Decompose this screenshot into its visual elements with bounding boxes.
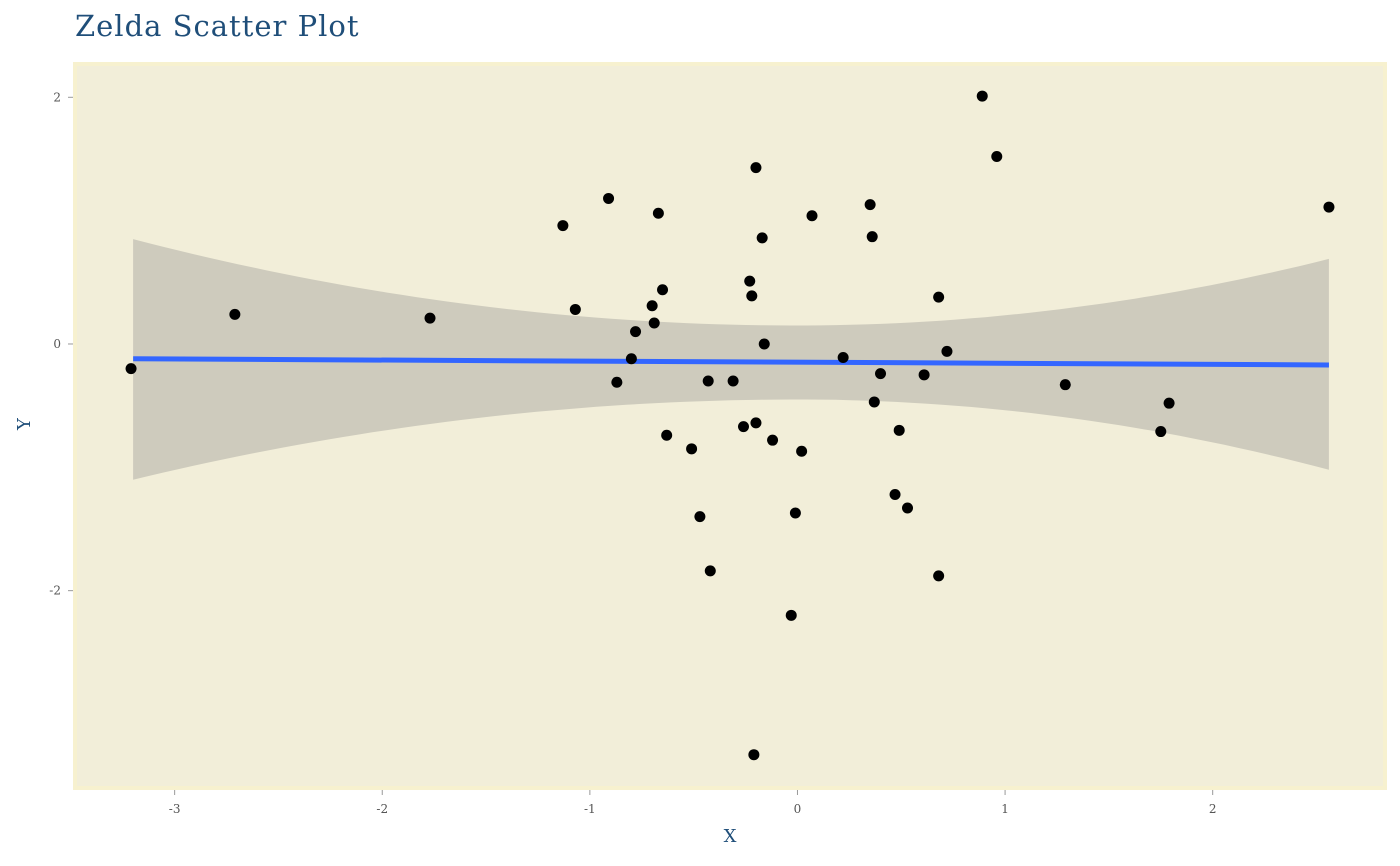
- data-point-28: [785, 609, 797, 621]
- data-point-23: [750, 417, 762, 429]
- x-axis-title: X: [724, 826, 737, 847]
- x-tick-label-4: 1: [1001, 802, 1009, 816]
- data-point-44: [976, 90, 988, 102]
- data-point-26: [758, 338, 770, 350]
- data-point-35: [868, 396, 880, 408]
- data-point-47: [1155, 426, 1167, 438]
- x-axis: -3 -2 -1 0 1 2: [169, 790, 1217, 816]
- data-point-37: [889, 488, 901, 500]
- data-point-32: [837, 352, 849, 364]
- data-point-31: [806, 210, 818, 222]
- y-axis-title: Y: [14, 417, 35, 431]
- data-point-12: [657, 284, 669, 296]
- data-point-29: [789, 507, 801, 519]
- data-point-25: [756, 232, 768, 244]
- x-tick-label-3: 0: [794, 802, 802, 816]
- y-tick-label-0: -2: [49, 584, 61, 598]
- data-point-21: [746, 290, 758, 302]
- data-point-7: [625, 353, 637, 365]
- y-tick-label-2: 2: [53, 90, 61, 104]
- data-point-5: [603, 192, 615, 204]
- data-point-40: [918, 369, 930, 381]
- data-point-34: [866, 231, 878, 243]
- data-point-3: [557, 220, 569, 232]
- data-point-17: [704, 565, 716, 577]
- points-layer: [125, 90, 1335, 761]
- y-axis: -2 0 2: [49, 90, 73, 598]
- data-point-36: [875, 368, 887, 380]
- data-point-1: [229, 308, 241, 320]
- data-point-39: [902, 502, 914, 514]
- data-point-6: [611, 376, 623, 388]
- data-point-41: [933, 291, 945, 303]
- y-tick-label-1: 0: [53, 337, 61, 351]
- data-point-22: [748, 749, 760, 761]
- data-point-19: [737, 421, 749, 433]
- data-point-15: [694, 511, 706, 523]
- data-point-11: [652, 207, 664, 219]
- data-point-8: [630, 326, 642, 338]
- data-point-18: [727, 375, 739, 387]
- data-point-10: [648, 317, 660, 329]
- data-point-30: [796, 445, 808, 457]
- x-tick-label-0: -3: [169, 802, 181, 816]
- data-point-16: [702, 375, 714, 387]
- regression-line-layer: [133, 356, 1329, 368]
- data-point-27: [767, 434, 779, 446]
- data-point-45: [991, 151, 1003, 163]
- x-tick-label-5: 2: [1209, 802, 1217, 816]
- data-point-9: [646, 300, 658, 312]
- data-point-43: [941, 345, 953, 357]
- data-point-42: [933, 570, 945, 582]
- data-point-2: [424, 312, 436, 324]
- data-point-20: [744, 275, 756, 287]
- data-point-4: [569, 303, 581, 315]
- data-point-13: [661, 429, 673, 441]
- data-point-33: [864, 199, 876, 211]
- data-point-14: [686, 443, 698, 455]
- chart-title: Zelda Scatter Plot: [75, 9, 360, 43]
- data-point-0: [125, 363, 137, 375]
- x-tick-label-2: -1: [584, 802, 596, 816]
- regression-line: [133, 356, 1329, 368]
- data-point-24: [750, 162, 762, 174]
- data-point-49: [1323, 201, 1335, 213]
- data-point-38: [893, 424, 905, 436]
- x-tick-label-1: -2: [376, 802, 388, 816]
- data-point-46: [1059, 379, 1071, 391]
- data-point-48: [1163, 397, 1175, 409]
